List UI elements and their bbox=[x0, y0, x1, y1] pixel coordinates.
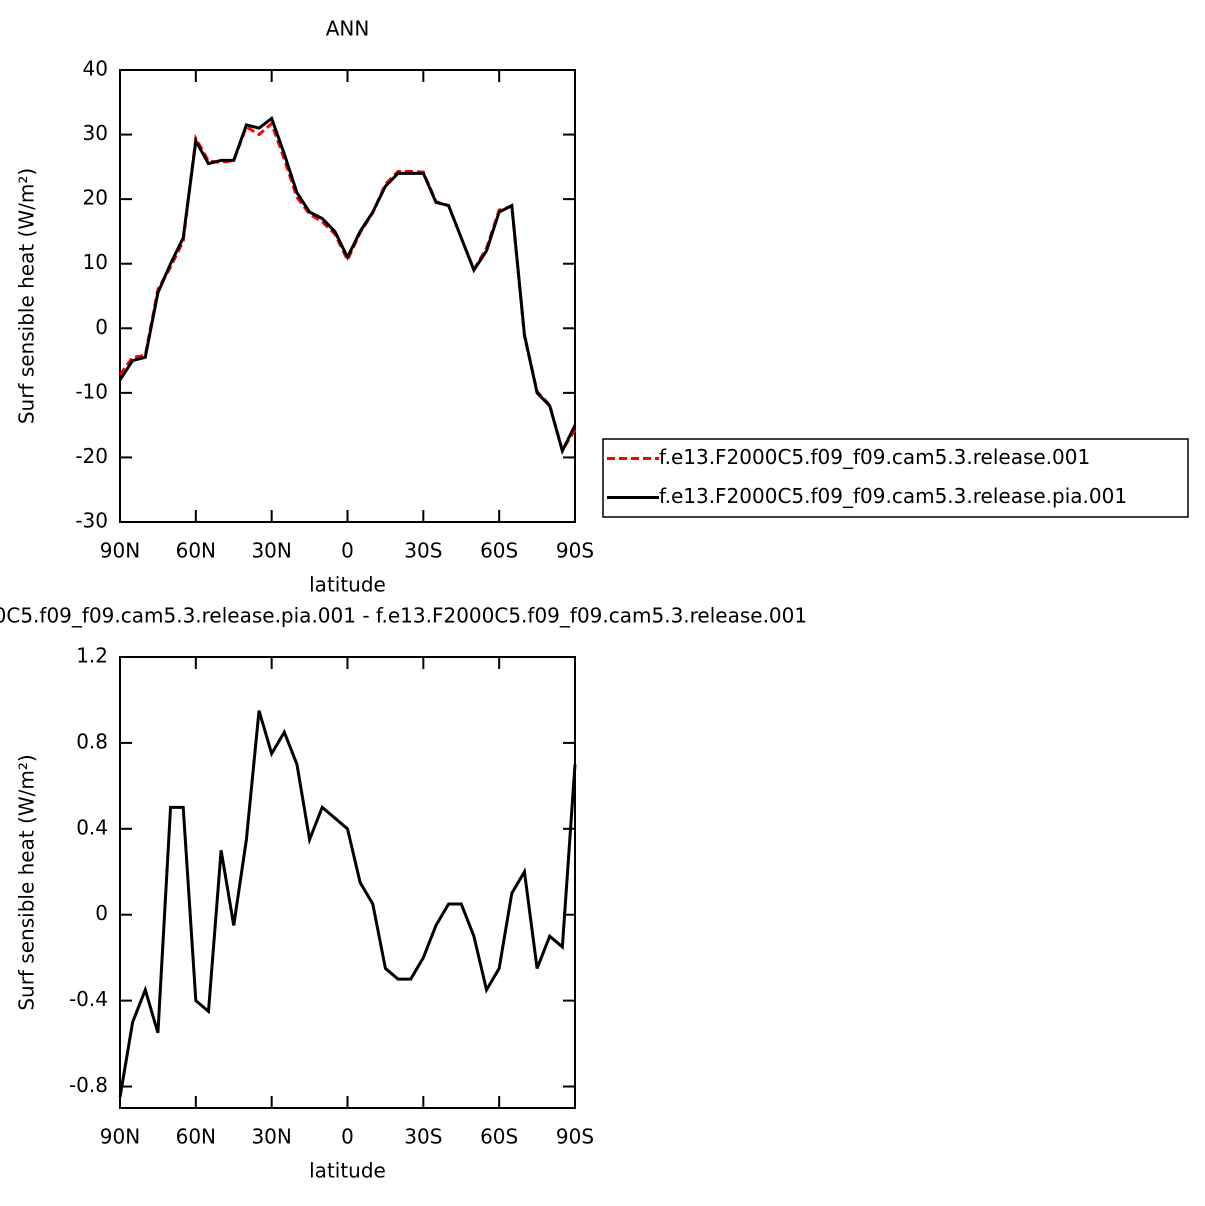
x-tick-label: 90S bbox=[556, 1125, 594, 1149]
x-tick-label: 60S bbox=[480, 539, 518, 563]
x-tick-label: 30S bbox=[404, 539, 442, 563]
x-tick-label: 60S bbox=[480, 1125, 518, 1149]
x-axis-label: latitude bbox=[309, 1159, 386, 1183]
x-tick-label: 90N bbox=[100, 1125, 140, 1149]
series-line bbox=[118, 115, 577, 456]
y-tick-label: -0.4 bbox=[69, 987, 108, 1011]
y-tick-label: 40 bbox=[83, 57, 108, 81]
y-tick-label: 20 bbox=[83, 186, 108, 210]
y-axis-label: Surf sensible heat (W/m²) bbox=[15, 754, 39, 1010]
x-tick-label: 0 bbox=[341, 1125, 354, 1149]
legend-label: f.e13.F2000C5.f09_f09.cam5.3.release.pia… bbox=[659, 484, 1127, 508]
legend-box bbox=[602, 438, 1189, 518]
y-tick-label: 0.8 bbox=[76, 729, 108, 753]
x-axis-label: latitude bbox=[309, 573, 386, 597]
y-tick-label: -10 bbox=[75, 379, 108, 403]
plot-frame bbox=[119, 69, 576, 523]
x-tick-label: 60N bbox=[176, 539, 216, 563]
y-tick-label: 0 bbox=[95, 901, 108, 925]
y-tick-label: -30 bbox=[75, 509, 108, 533]
y-tick-label: 10 bbox=[83, 250, 108, 274]
y-tick-label: 1.2 bbox=[76, 644, 108, 668]
y-tick-label: 30 bbox=[83, 121, 108, 145]
y-tick-label: -20 bbox=[75, 444, 108, 468]
series-line bbox=[118, 121, 577, 455]
plot-frame bbox=[119, 656, 576, 1109]
x-tick-label: 30N bbox=[251, 539, 291, 563]
series-line bbox=[118, 710, 577, 1098]
x-tick-label: 30N bbox=[251, 1125, 291, 1149]
x-tick-label: 0 bbox=[341, 539, 354, 563]
legend-label: f.e13.F2000C5.f09_f09.cam5.3.release.001 bbox=[659, 445, 1090, 469]
y-axis-label: Surf sensible heat (W/m²) bbox=[15, 168, 39, 424]
x-tick-label: 90N bbox=[100, 539, 140, 563]
x-tick-label: 30S bbox=[404, 1125, 442, 1149]
y-tick-label: 0 bbox=[95, 315, 108, 339]
chart-title: f.e13.F2000C5.f09_f09.cam5.3.release.pia… bbox=[0, 604, 807, 628]
x-tick-label: 60N bbox=[176, 1125, 216, 1149]
chart-title: ANN bbox=[326, 17, 370, 41]
y-tick-label: 0.4 bbox=[76, 815, 108, 839]
y-tick-label: -0.8 bbox=[69, 1073, 108, 1097]
x-tick-label: 90S bbox=[556, 539, 594, 563]
